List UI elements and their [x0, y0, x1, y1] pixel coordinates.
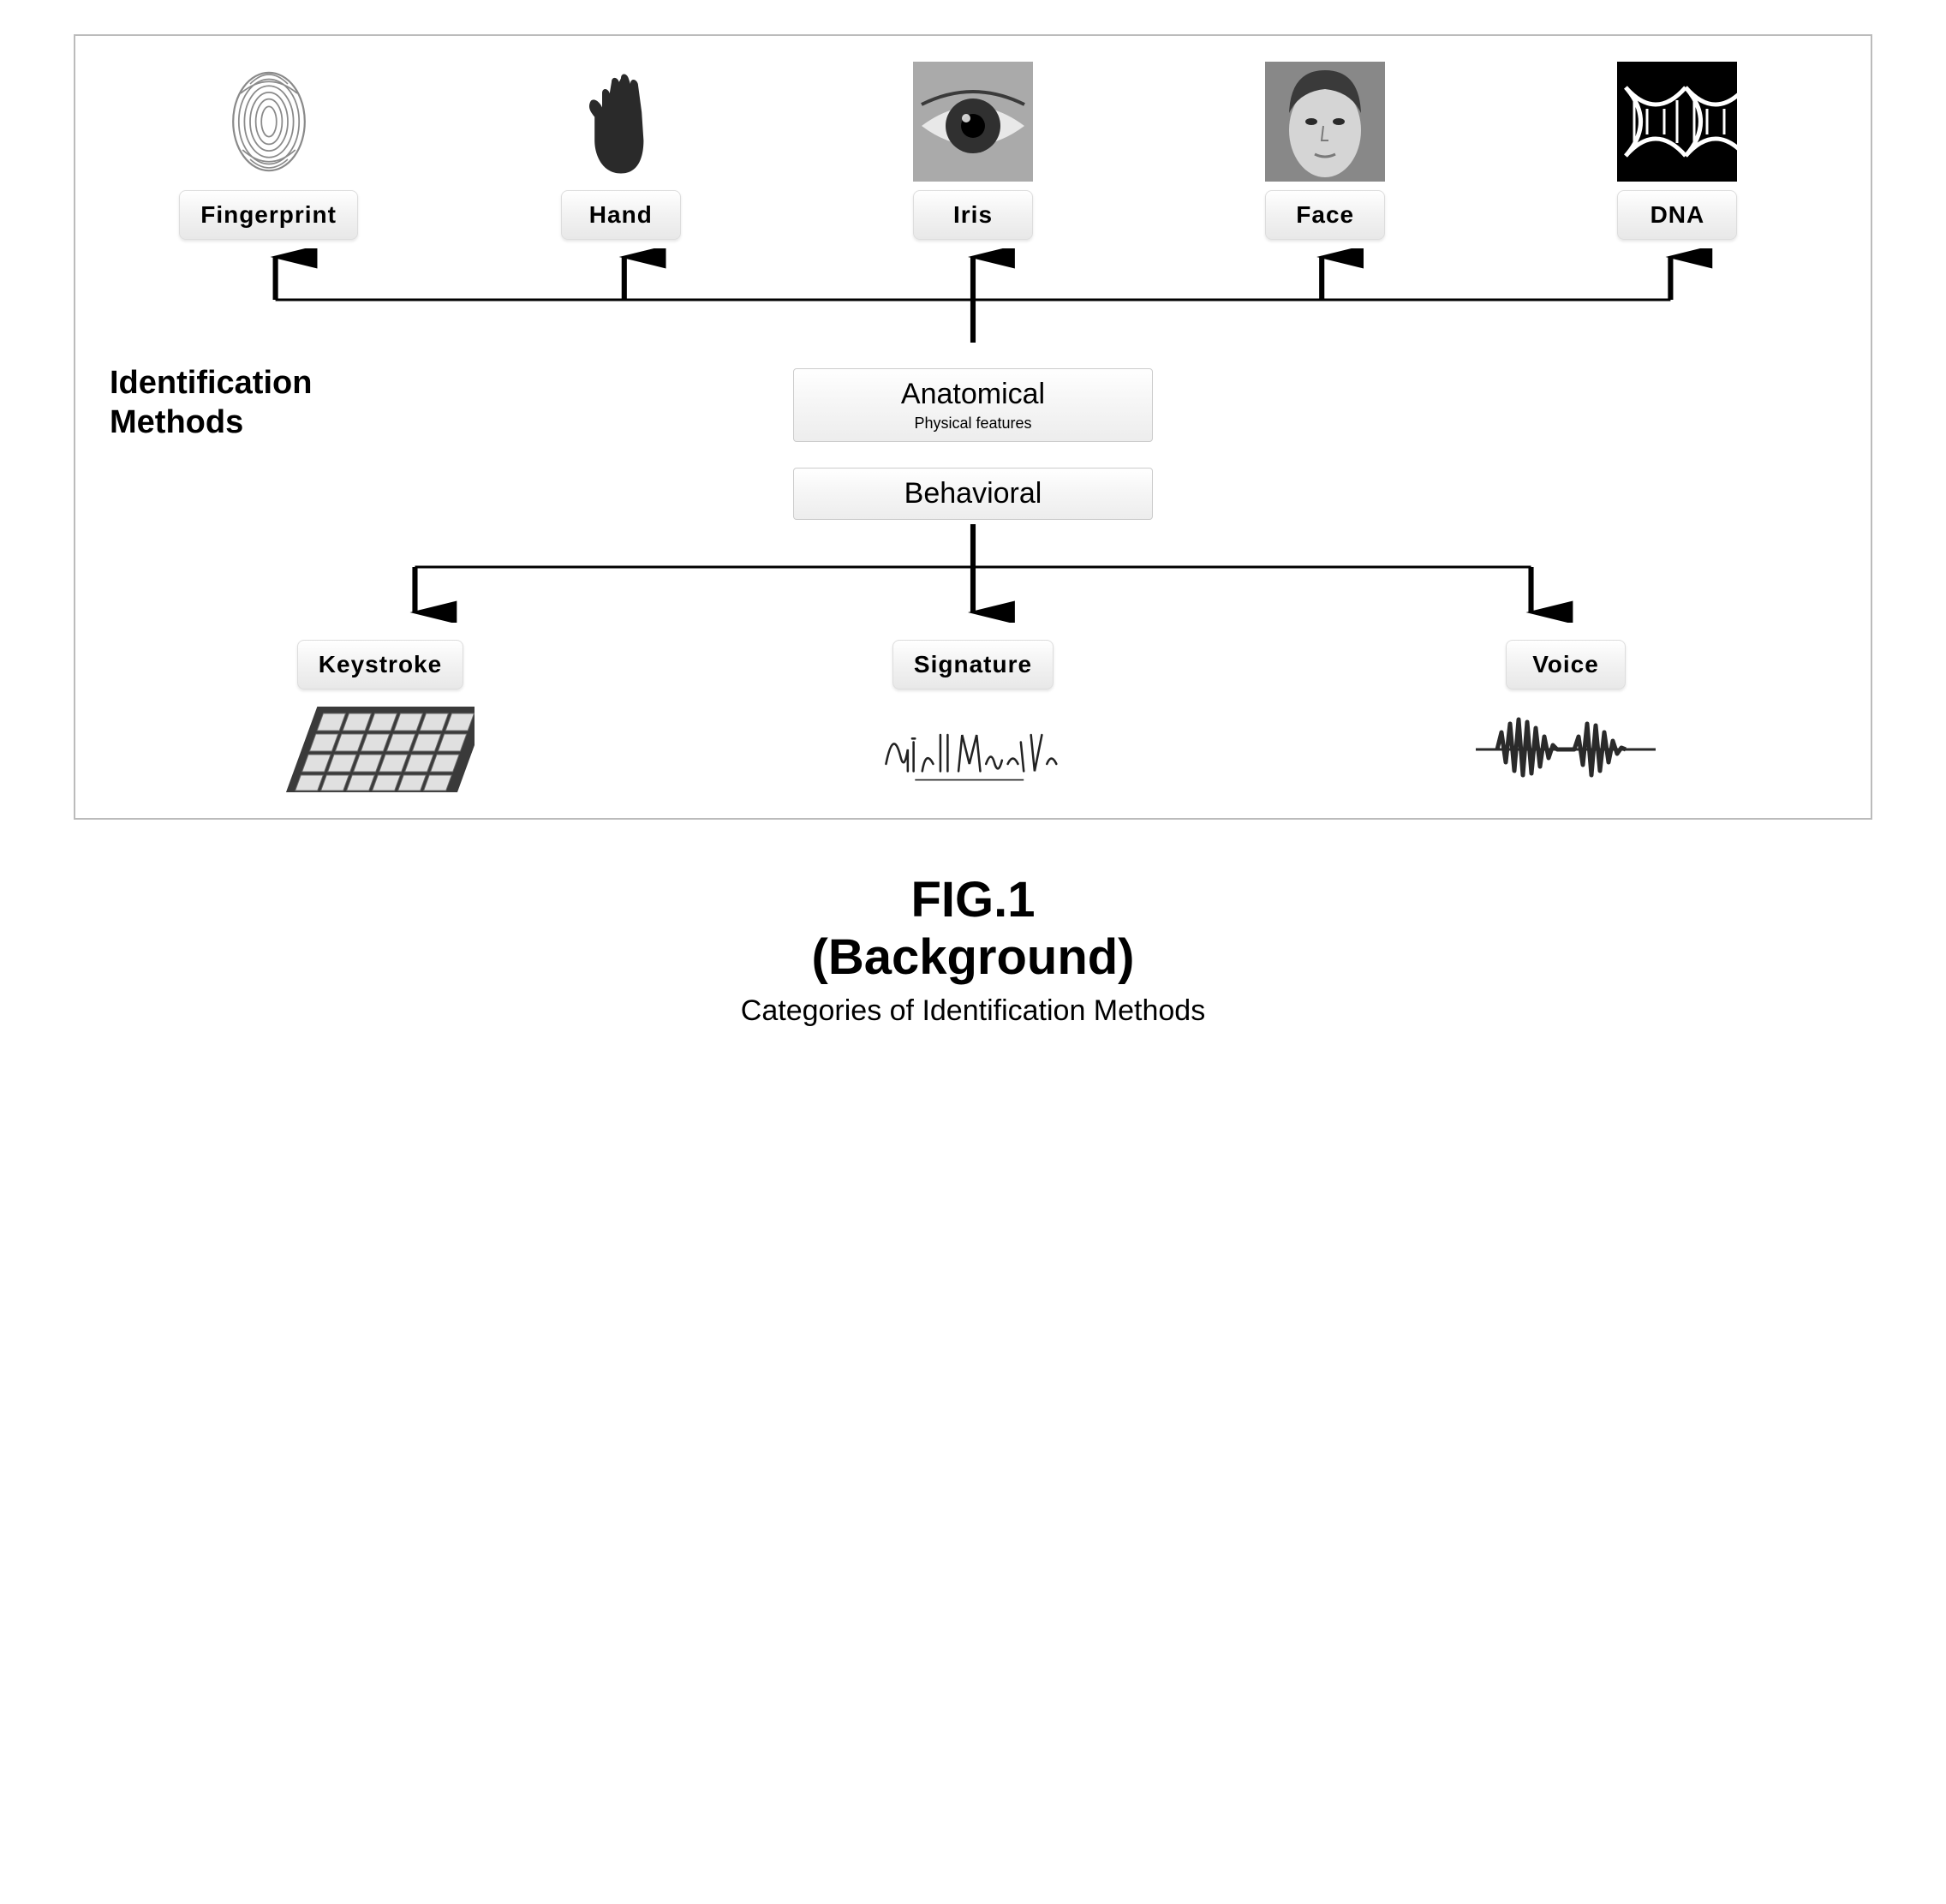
- figure-subtitle: (Background): [34, 928, 1912, 986]
- category-section: Anatomical Physical features Behavioral: [101, 368, 1845, 520]
- fingerprint-icon: [209, 62, 329, 182]
- iris-label: Iris: [913, 190, 1033, 240]
- method-fingerprint: Fingerprint: [101, 62, 436, 240]
- figure-caption: FIG.1 (Background) Categories of Identif…: [34, 871, 1912, 1028]
- keystroke-icon: [286, 698, 475, 801]
- iris-icon: [913, 62, 1033, 182]
- anatomical-category: Anatomical Physical features: [793, 368, 1153, 442]
- fingerprint-label: Fingerprint: [179, 190, 358, 240]
- diagram-frame: Fingerprint Hand Iris: [74, 34, 1872, 820]
- method-keystroke: Keystroke: [101, 640, 660, 801]
- hand-label: Hand: [561, 190, 681, 240]
- face-icon: [1265, 62, 1385, 182]
- figure-number: FIG.1: [34, 871, 1912, 928]
- method-dna: DNA: [1510, 62, 1845, 240]
- anatomical-connectors: [101, 248, 1845, 351]
- dna-icon: [1617, 62, 1737, 182]
- voice-label: Voice: [1506, 640, 1626, 689]
- keystroke-label: Keystroke: [297, 640, 463, 689]
- anatomical-row: Fingerprint Hand Iris: [101, 62, 1845, 240]
- method-face: Face: [1158, 62, 1493, 240]
- behavioral-category: Behavioral: [793, 468, 1153, 520]
- signature-label: Signature: [892, 640, 1054, 689]
- method-iris: Iris: [805, 62, 1140, 240]
- signature-icon: [879, 698, 1067, 801]
- behavioral-title: Behavioral: [837, 477, 1109, 510]
- dna-label: DNA: [1617, 190, 1737, 240]
- behavioral-connectors: [101, 520, 1845, 623]
- method-signature: Signature: [694, 640, 1252, 801]
- anatomical-title: Anatomical: [837, 378, 1109, 411]
- behavioral-row: Keystroke Signature: [101, 640, 1845, 801]
- face-label: Face: [1265, 190, 1385, 240]
- anatomical-subtitle: Physical features: [837, 415, 1109, 433]
- method-voice: Voice: [1286, 640, 1845, 801]
- voice-icon: [1471, 698, 1660, 801]
- method-hand: Hand: [453, 62, 788, 240]
- hand-icon: [561, 62, 681, 182]
- figure-description: Categories of Identification Methods: [34, 994, 1912, 1028]
